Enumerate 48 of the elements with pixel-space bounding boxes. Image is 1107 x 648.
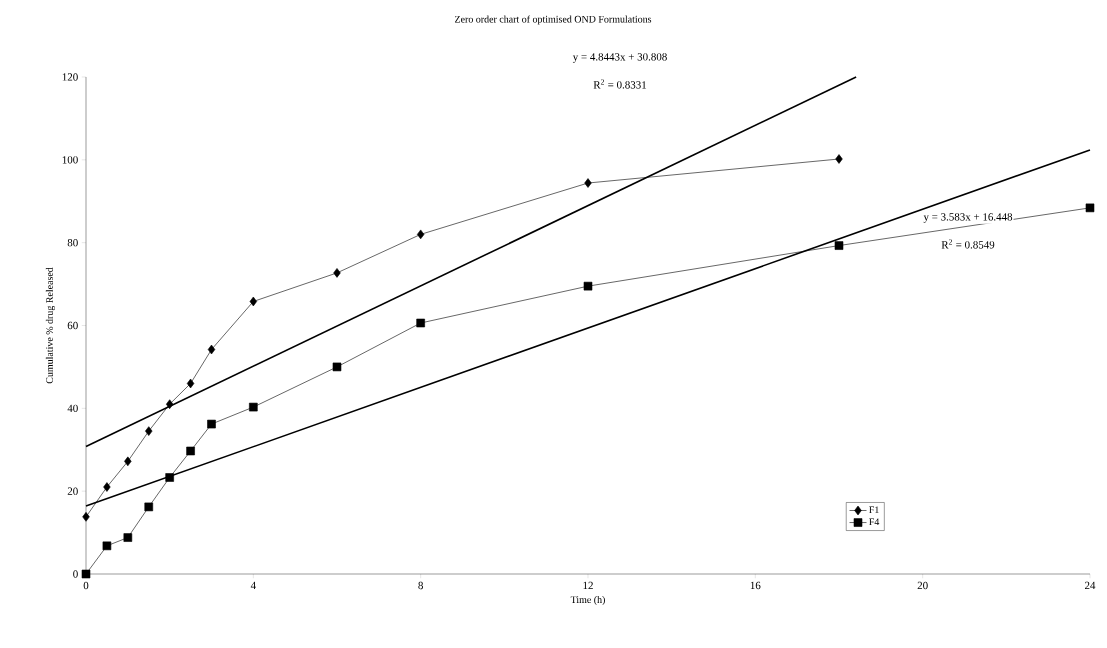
point [81, 569, 91, 579]
point [145, 426, 153, 436]
point [123, 533, 133, 542]
point [207, 344, 216, 355]
annotation: y = 3.583x + 16.448 [923, 213, 1013, 223]
x-tick-label: 20 [917, 581, 928, 590]
legend-label: F4 [869, 518, 880, 526]
point [333, 268, 341, 278]
chart-title: Zero order chart of optimised OND Formulations [454, 15, 652, 25]
point [207, 419, 216, 429]
x-tick-label: 16 [750, 581, 761, 590]
point [835, 154, 843, 164]
point [124, 456, 132, 467]
legend-label: F1 [869, 506, 879, 514]
point [584, 178, 592, 188]
y-tick-label: 80 [67, 238, 78, 247]
point [144, 502, 154, 512]
point [165, 473, 174, 482]
point [1085, 203, 1095, 213]
y-tick-label: 40 [67, 404, 78, 413]
point [102, 541, 112, 551]
text: y = 4.8443x + 30.808 [572, 53, 667, 63]
x-tick-label: 4 [250, 581, 256, 589]
point [103, 482, 111, 492]
y-tick-label: 120 [62, 73, 78, 81]
annotation: R$^{2}$ = 0.8331 [593, 79, 647, 89]
point [186, 446, 195, 456]
x-tick-label: 24 [1084, 581, 1096, 590]
point [82, 512, 90, 522]
point [186, 378, 195, 389]
point [583, 281, 593, 291]
point [417, 229, 425, 240]
point [249, 296, 257, 307]
y-axis-title: Cumulative % drug Released [45, 267, 55, 384]
point [834, 241, 844, 250]
x-tick-label: 12 [583, 581, 593, 590]
y-tick-label: 0 [73, 570, 78, 578]
y-tick-label: 60 [67, 321, 78, 330]
point [332, 362, 342, 372]
y-tick-label: 20 [67, 487, 78, 495]
annotation: R$^{2}$ = 0.8549 [941, 239, 995, 249]
x-tick-label: 8 [418, 581, 423, 590]
y-tick-label: 100 [62, 156, 78, 164]
point [416, 318, 425, 328]
x-tick-label: 0 [83, 581, 89, 590]
point [249, 402, 258, 412]
x-axis-title: Time (h) [570, 596, 605, 606]
point [166, 399, 174, 409]
